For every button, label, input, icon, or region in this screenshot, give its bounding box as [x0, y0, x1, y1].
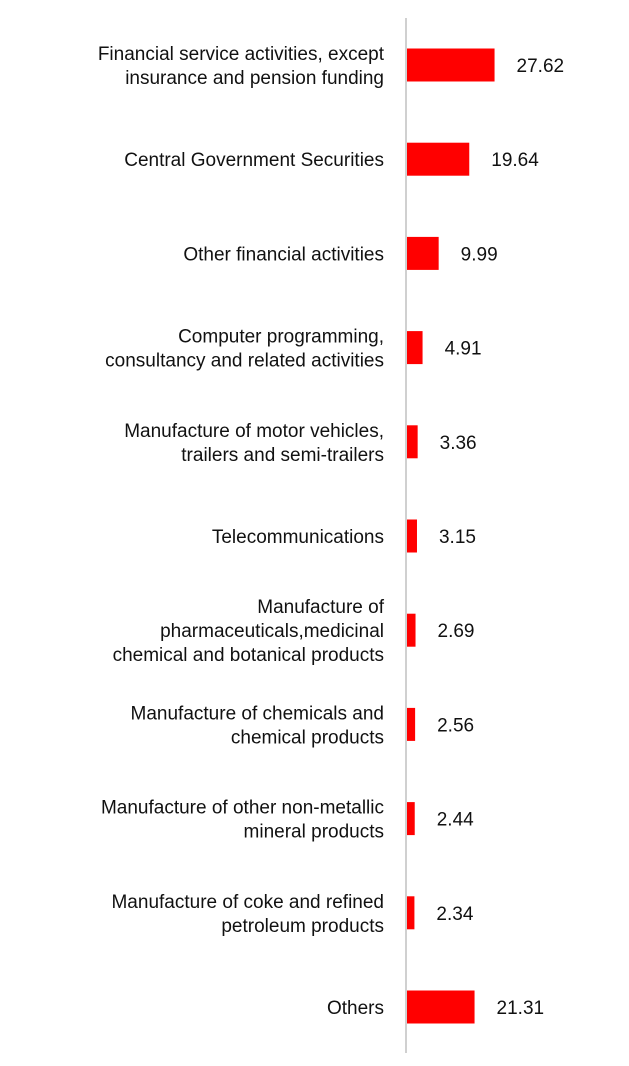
category-label: Financial service activities, except insu… — [98, 44, 385, 89]
category-label: Manufacture of pharmaceuticals,medicinal c… — [113, 597, 385, 666]
category-label: Central Government Securities — [124, 150, 384, 171]
category-label-line: Manufacture of coke and refined — [111, 892, 384, 913]
bar — [407, 990, 475, 1024]
value-label: 3.15 — [439, 527, 476, 548]
value-label: 19.64 — [491, 150, 539, 171]
category-label-line: Manufacture of other non-metallic — [101, 798, 384, 819]
value-label: 9.99 — [461, 244, 498, 265]
bar — [407, 613, 416, 647]
category-label-line: mineral products — [244, 822, 384, 843]
bar — [407, 331, 423, 365]
value-labels-group: 27.62 19.64 9.99 4.91 3.36 3.15 2.69 2.56 2.44 2.… — [436, 56, 564, 1019]
bar — [407, 519, 417, 553]
bar — [407, 48, 495, 82]
bar — [407, 142, 470, 176]
category-label: Telecommunications — [212, 527, 384, 548]
value-label: 3.36 — [440, 433, 477, 454]
value-label: 4.91 — [445, 339, 482, 360]
category-label: Manufacture of chemicals and chemical pro… — [131, 703, 384, 748]
category-label-line: petroleum products — [221, 916, 384, 937]
bar — [407, 896, 415, 930]
value-label: 2.44 — [437, 810, 474, 831]
category-label-line: Other financial activities — [183, 244, 384, 265]
category-label: Manufacture of motor vehicles, trailers a… — [124, 421, 384, 466]
category-label-line: Telecommunications — [212, 527, 384, 548]
value-label: 2.34 — [436, 904, 473, 925]
category-label: Computer programming, consultancy and rel… — [105, 327, 384, 372]
category-label-line: Central Government Securities — [124, 150, 384, 171]
category-label-line: pharmaceuticals,medicinal — [160, 621, 384, 642]
value-label: 2.69 — [438, 621, 475, 642]
bar — [407, 236, 439, 270]
category-label-line: consultancy and related activities — [105, 351, 384, 372]
category-label: Manufacture of coke and refined petroleum… — [111, 892, 384, 937]
category-label: Other financial activities — [183, 244, 384, 265]
value-label: 21.31 — [497, 998, 545, 1019]
category-label-line: Others — [327, 998, 384, 1019]
bars-group — [407, 48, 495, 1024]
category-label: Manufacture of other non-metallic mineral… — [101, 798, 384, 843]
category-label-line: Computer programming, — [178, 327, 384, 348]
category-labels-group: Financial service activities, except insu… — [98, 44, 385, 1019]
category-label-line: trailers and semi-trailers — [181, 445, 384, 466]
category-label-line: chemical and botanical products — [113, 645, 384, 666]
category-label-line: chemical products — [231, 727, 384, 748]
category-label-line: Manufacture of — [257, 597, 384, 618]
bar — [407, 707, 416, 741]
category-label-line: Manufacture of chemicals and — [131, 703, 384, 724]
category-label-line: Financial service activities, except — [98, 44, 385, 65]
category-label-line: Manufacture of motor vehicles, — [124, 421, 384, 442]
category-label-line: insurance and pension funding — [125, 68, 384, 89]
value-label: 27.62 — [517, 56, 565, 77]
bar — [407, 802, 415, 836]
value-label: 2.56 — [437, 715, 474, 736]
bar — [407, 425, 418, 459]
category-label: Others — [327, 998, 384, 1019]
